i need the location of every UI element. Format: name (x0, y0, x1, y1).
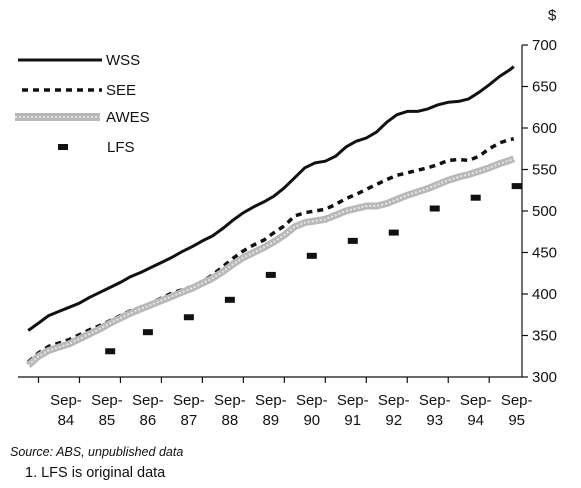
line-chart: 300 350 400 450 500 550 600 650 700 $ Sep- 84 Sep- 85… (15, 7, 557, 429)
lfs-marker (429, 205, 440, 212)
x-tick-label: 88 (222, 412, 239, 429)
x-tick-label: 94 (467, 412, 484, 429)
x-tick-label: Sep- (378, 392, 410, 409)
awes-line-texture (27, 157, 515, 367)
x-tick-label: 86 (140, 412, 157, 429)
lfs-marker (265, 271, 276, 278)
legend-label-wss: WSS (106, 52, 140, 69)
legend-label-lfs: LFS (107, 139, 135, 156)
x-tick-label: Sep- (214, 392, 246, 409)
footnote: 1. LFS is original data (25, 465, 166, 481)
x-tick-label: Sep- (91, 392, 123, 409)
y-tick-label: 450 (532, 245, 557, 262)
legend: WSS SEE AWES LFS (15, 52, 150, 156)
x-tick-label: Sep- (501, 392, 533, 409)
wss-line (27, 65, 515, 332)
x-tick-label: 90 (303, 412, 320, 429)
x-tick-label: 93 (426, 412, 443, 429)
x-tick-label: 91 (344, 412, 361, 429)
y-tick-label: 500 (532, 203, 557, 220)
y-tick-label: 400 (532, 286, 557, 303)
lfs-marker (142, 329, 153, 336)
x-tick-label: 89 (262, 412, 279, 429)
y-tick-label: 600 (532, 120, 557, 137)
y-tick-label: 350 (532, 328, 557, 345)
awes-line (25, 155, 516, 369)
lfs-marker (388, 229, 399, 236)
x-tick-label: 95 (508, 412, 525, 429)
x-tick-label: 84 (58, 412, 75, 429)
legend-label-see: SEE (106, 82, 136, 99)
x-tick-label: 92 (385, 412, 402, 429)
lfs-marker (105, 348, 116, 355)
x-tick-label: Sep- (50, 392, 82, 409)
x-tick-label: Sep- (460, 392, 492, 409)
x-tick-label: Sep- (255, 392, 287, 409)
plot-area (25, 65, 522, 369)
lfs-marker (470, 194, 481, 201)
y-tick-label: 700 (532, 37, 557, 54)
lfs-marker (306, 252, 317, 259)
y-tick-label: 550 (532, 162, 557, 179)
legend-swatch-lfs (58, 144, 68, 150)
y-axis-unit: $ (548, 7, 557, 24)
lfs-marker (347, 237, 358, 244)
lfs-marker (511, 183, 522, 190)
y-tick-label: 650 (532, 79, 557, 96)
x-tick-label: Sep- (296, 392, 328, 409)
legend-label-awes: AWES (106, 109, 150, 126)
x-tick-label: 85 (99, 412, 116, 429)
x-tick-label: Sep- (132, 392, 164, 409)
axes: 300 350 400 450 500 550 600 650 700 $ Sep- 84 Sep- 85… (18, 7, 557, 429)
x-tick-label: 87 (181, 412, 198, 429)
y-tick-label: 300 (532, 369, 557, 386)
lfs-marker (224, 296, 235, 303)
source-note: Source: ABS, unpublished data (10, 445, 184, 459)
x-tick-label: Sep- (173, 392, 205, 409)
x-tick-label: Sep- (419, 392, 451, 409)
lfs-marker (183, 314, 194, 321)
x-tick-label: Sep- (337, 392, 369, 409)
